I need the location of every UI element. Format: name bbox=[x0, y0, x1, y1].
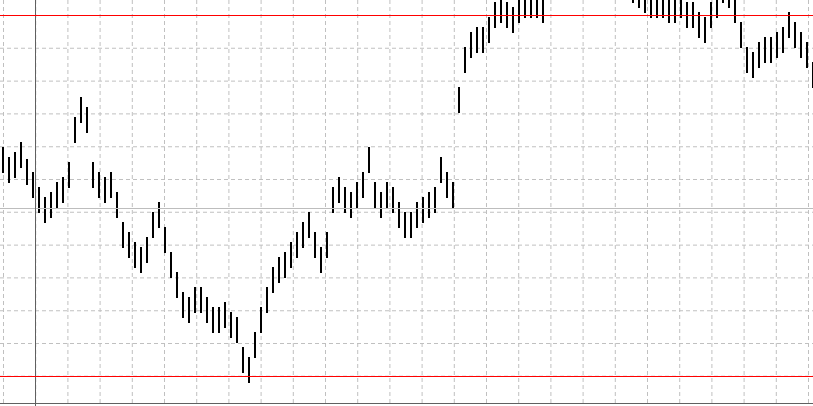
price-bars bbox=[2, 0, 813, 383]
